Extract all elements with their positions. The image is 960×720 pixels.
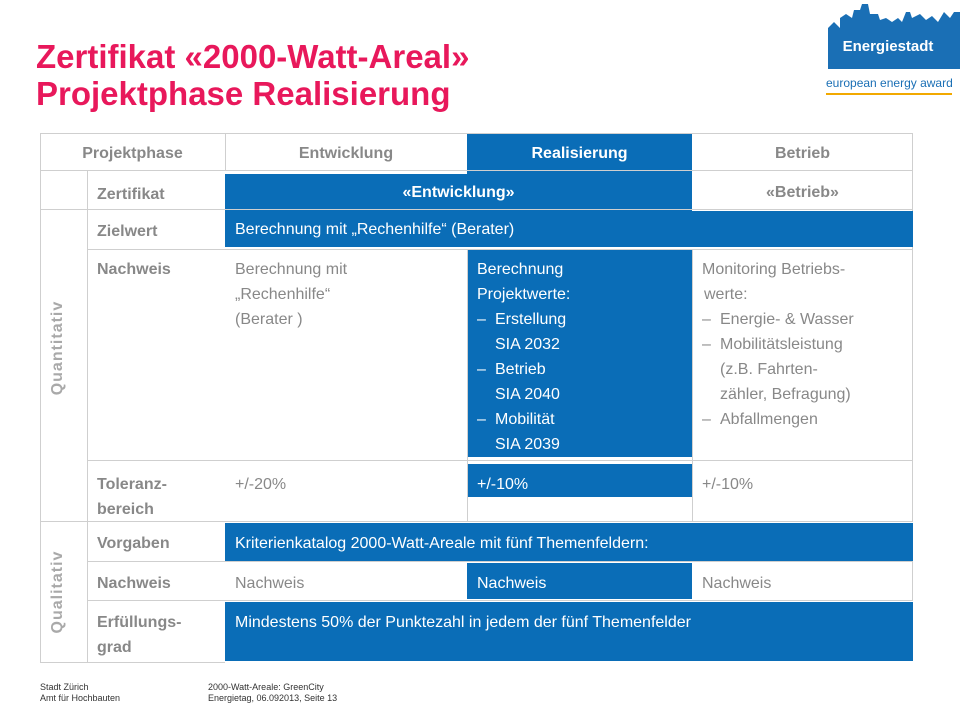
group-label-quantitativ: Quantitativ (49, 300, 66, 396)
group-label-qualitativ: Qualitativ (49, 550, 66, 634)
grid-line (225, 133, 226, 170)
logo-name: Energiestadt (842, 38, 934, 55)
list-item-detail: zähler, Befragung) (720, 386, 851, 403)
toleranz-betrieb: +/-10% (702, 476, 754, 493)
zertifikat-entwicklung: «Entwicklung» (225, 174, 692, 211)
vorgaben-text: Kriterienkatalog 2000-Watt-Areale mit fü… (225, 523, 913, 561)
nachweis-entwicklung-line-2: „Rechenhilfe“ (235, 286, 331, 303)
list-item-title: Betrieb (495, 361, 546, 378)
footer-left-line-1: Stadt Zürich (40, 682, 89, 692)
grid-line (87, 600, 913, 601)
row-label-zertifikat: Zertifikat (97, 186, 165, 203)
nachweis2-betrieb: Nachweis (702, 575, 772, 592)
grid-line (912, 133, 913, 211)
nachweis-entwicklung: Berechnung mit „Rechenhilfe“ (Berater ) (225, 249, 467, 457)
header-realisierung: Realisierung (467, 133, 692, 174)
list-item-detail: SIA 2039 (495, 436, 560, 453)
footer-left: Stadt Zürich Amt für Hochbauten (40, 682, 120, 704)
zertifikat-betrieb: «Betrieb» (766, 184, 839, 201)
nachweis-betrieb-list: Energie- & Wasser Mobilitätsleistung (z.… (702, 307, 913, 432)
row-label-nachweis-qualitativ: Nachweis (97, 575, 171, 592)
grid-line (87, 170, 88, 662)
toleranz-realisierung: +/-10% (467, 464, 692, 497)
list-item-title: Erstellung (495, 311, 567, 328)
grid-line (912, 247, 913, 521)
nachweis-realisierung-intro-1: Berechnung (477, 261, 564, 278)
grid-line (40, 662, 225, 663)
grid-line (87, 249, 913, 250)
row-label-toleranz-line-2: bereich (97, 501, 154, 518)
footer-right: 2000-Watt-Areale: GreenCity Energietag, … (208, 682, 337, 704)
header-entwicklung: Entwicklung (298, 145, 394, 162)
nachweis-betrieb: Monitoring Betriebs- werte: Energie- & W… (692, 249, 913, 457)
nachweis-entwicklung-line-1: Berechnung mit (235, 261, 348, 278)
nachweis-realisierung: Berechnung Projektwerte: Erstellung SIA 2… (467, 249, 692, 457)
nachweis-realisierung-intro-2: Projektwerte: (477, 286, 571, 303)
footer-left-line-2: Amt für Hochbauten (40, 693, 121, 703)
grid-line (40, 209, 913, 210)
title-line-1: Zertifikat «2000-Watt-Areal» (36, 38, 470, 75)
list-item: Mobilitätsleistung (z.B. Fahrten- zähler… (702, 332, 913, 407)
list-item-title: Energie- & Wasser (720, 311, 854, 328)
footer-right-line-1: 2000-Watt-Areale: GreenCity (208, 682, 324, 692)
title-line-2: Projektphase Realisierung (36, 75, 451, 112)
grid-line (87, 460, 913, 461)
list-item-title: Mobilitätsleistung (720, 336, 843, 353)
grid-line (692, 249, 693, 521)
erfuellung-text: Mindestens 50% der Punktezahl in jedem d… (225, 602, 913, 661)
grid-line (40, 133, 41, 663)
row-label-erfuellung-line-1: Erfüllungs- (97, 614, 182, 631)
list-item: Abfallmengen (702, 407, 913, 432)
grid-line (912, 561, 913, 601)
energiestadt-logo (826, 4, 960, 95)
nachweis2-realisierung: Nachweis (467, 563, 692, 599)
list-item: Energie- & Wasser (702, 307, 913, 332)
list-item-title: Abfallmengen (720, 411, 818, 428)
grid-line (467, 249, 468, 521)
grid-line (40, 521, 913, 522)
grid-line (87, 561, 913, 562)
phase-table: Projektphase Entwicklung Realisierung Be… (40, 133, 913, 663)
list-item-detail: SIA 2032 (495, 336, 560, 353)
grid-line (40, 170, 913, 171)
toleranz-entwicklung: +/-20% (235, 476, 287, 493)
footer-right-line-2: Energietag, 06.092013, Seite 13 (208, 693, 338, 703)
row-label-toleranz-line-1: Toleranz- (97, 476, 167, 493)
list-item-title: Mobilität (495, 411, 555, 428)
nachweis2-entwicklung: Nachweis (235, 575, 305, 592)
header-phase: Projektphase (82, 145, 183, 162)
row-label-toleranz: Toleranz- bereich (87, 464, 225, 520)
page-title: Zertifikat «2000-Watt-Areal» Projektphas… (36, 38, 469, 112)
header-betrieb: Betrieb (774, 145, 831, 162)
row-label-zielwert: Zielwert (97, 223, 158, 240)
list-item: Erstellung SIA 2032 (477, 307, 692, 357)
nachweis-betrieb-intro-2: werte: (704, 286, 748, 303)
row-label-vorgaben: Vorgaben (97, 535, 170, 552)
list-item: Mobilität SIA 2039 (477, 407, 692, 457)
nachweis-entwicklung-line-3: (Berater ) (235, 311, 303, 328)
list-item: Betrieb SIA 2040 (477, 357, 692, 407)
logo-subtitle: european energy award (826, 76, 953, 90)
row-label-erfuellung-line-2: grad (97, 639, 132, 656)
row-label-erfuellung: Erfüllungs- grad (87, 602, 225, 660)
row-label-nachweis-quantitativ: Nachweis (97, 261, 171, 278)
grid-line (40, 133, 913, 134)
list-item-detail: (z.B. Fahrten- (720, 361, 818, 378)
list-item-detail: SIA 2040 (495, 386, 560, 403)
nachweis-betrieb-intro-1: Monitoring Betriebs- (702, 261, 846, 278)
nachweis-realisierung-list: Erstellung SIA 2032 Betrieb SIA 2040 Mobil… (477, 307, 692, 457)
zielwert-text: Berechnung mit „Rechenhilfe“ (Berater) (225, 211, 913, 247)
